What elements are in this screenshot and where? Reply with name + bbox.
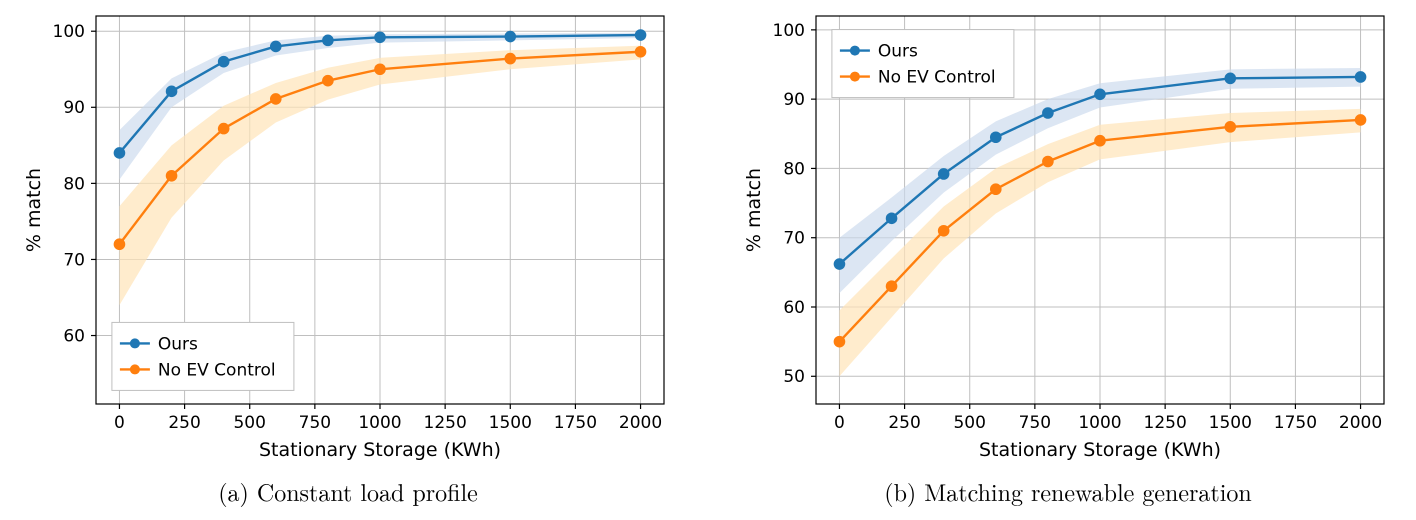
- series-marker: [504, 53, 516, 65]
- x-tick-label: 750: [299, 413, 331, 433]
- series-marker: [322, 75, 334, 87]
- x-tick-label: 1500: [489, 413, 532, 433]
- series-marker: [1224, 73, 1236, 85]
- y-tick-label: 100: [53, 22, 85, 42]
- series-marker: [834, 258, 846, 270]
- x-tick-label: 250: [168, 413, 200, 433]
- series-marker: [322, 35, 334, 47]
- y-tick-label: 100: [773, 21, 805, 41]
- series-marker: [834, 336, 846, 348]
- y-axis-label: % match: [743, 168, 765, 252]
- legend-label: Ours: [158, 334, 198, 354]
- y-tick-label: 80: [63, 174, 85, 194]
- x-tick-label: 250: [888, 413, 920, 433]
- series-marker: [990, 183, 1002, 195]
- panel-caption: (a) Constant load profile: [218, 474, 478, 508]
- series-marker: [938, 225, 950, 237]
- y-tick-label: 90: [63, 98, 85, 118]
- series-marker: [166, 170, 178, 182]
- x-tick-label: 1750: [1274, 413, 1317, 433]
- x-tick-label: 2000: [619, 413, 662, 433]
- y-tick-label: 50: [783, 367, 805, 387]
- x-tick-label: 750: [1019, 413, 1051, 433]
- y-tick-label: 80: [783, 159, 805, 179]
- y-tick-label: 60: [63, 326, 85, 346]
- series-marker: [1355, 71, 1367, 83]
- series-marker: [1042, 156, 1054, 168]
- legend-label: No EV Control: [158, 360, 276, 380]
- y-axis-label: % match: [23, 168, 45, 252]
- series-marker: [938, 168, 950, 180]
- series-marker: [1224, 121, 1236, 133]
- x-tick-label: 500: [953, 413, 985, 433]
- series-marker: [886, 280, 898, 292]
- x-tick-label: 1000: [1078, 413, 1121, 433]
- series-marker: [114, 147, 126, 159]
- x-tick-label: 1250: [424, 413, 467, 433]
- x-tick-label: 500: [233, 413, 265, 433]
- x-tick-label: 1000: [358, 413, 401, 433]
- series-marker: [166, 86, 178, 98]
- series-marker: [504, 31, 516, 43]
- series-marker: [635, 46, 647, 58]
- series-marker: [374, 63, 386, 75]
- x-tick-label: 1750: [554, 413, 597, 433]
- y-tick-label: 60: [783, 298, 805, 318]
- series-marker: [1094, 135, 1106, 147]
- series-marker: [270, 93, 282, 105]
- legend-label: No EV Control: [878, 68, 996, 88]
- y-tick-label: 90: [783, 90, 805, 110]
- series-marker: [218, 123, 230, 135]
- series-marker: [886, 213, 898, 225]
- panel-a: 0 250 500 750 1000 1250 1500 1750 2000 60 70 80 90 10…: [18, 0, 678, 508]
- legend-label: Ours: [878, 42, 918, 62]
- x-tick-label: 1250: [1144, 413, 1187, 433]
- series-marker: [374, 32, 386, 44]
- y-tick-label: 70: [783, 229, 805, 249]
- series-marker: [270, 41, 282, 53]
- series-marker: [114, 238, 126, 250]
- chart: 0 250 500 750 1000 1250 1500 1750 2000 50 60 70 80 90…: [738, 0, 1398, 470]
- panel-caption: (b) Matching renewable generation: [884, 474, 1252, 508]
- series-marker: [1094, 88, 1106, 100]
- y-tick-label: 70: [63, 250, 85, 270]
- x-tick-label: 0: [114, 413, 125, 433]
- x-axis-label: Stationary Storage (KWh): [979, 439, 1221, 461]
- x-tick-label: 0: [834, 413, 845, 433]
- figure-row: 0250500750100012501500175020006070809010…: [0, 0, 1416, 520]
- chart: 0 250 500 750 1000 1250 1500 1750 2000 60 70 80 90 10…: [18, 0, 678, 470]
- series-marker: [990, 131, 1002, 143]
- x-tick-label: 2000: [1339, 413, 1382, 433]
- x-tick-label: 1500: [1209, 413, 1252, 433]
- x-axis-label: Stationary Storage (KWh): [259, 439, 501, 461]
- series-marker: [635, 29, 647, 41]
- series-marker: [1042, 107, 1054, 119]
- panel-b: 0 250 500 750 1000 1250 1500 1750 2000 50 60 70 80 90…: [738, 0, 1398, 508]
- series-marker: [1355, 114, 1367, 126]
- series-marker: [218, 56, 230, 68]
